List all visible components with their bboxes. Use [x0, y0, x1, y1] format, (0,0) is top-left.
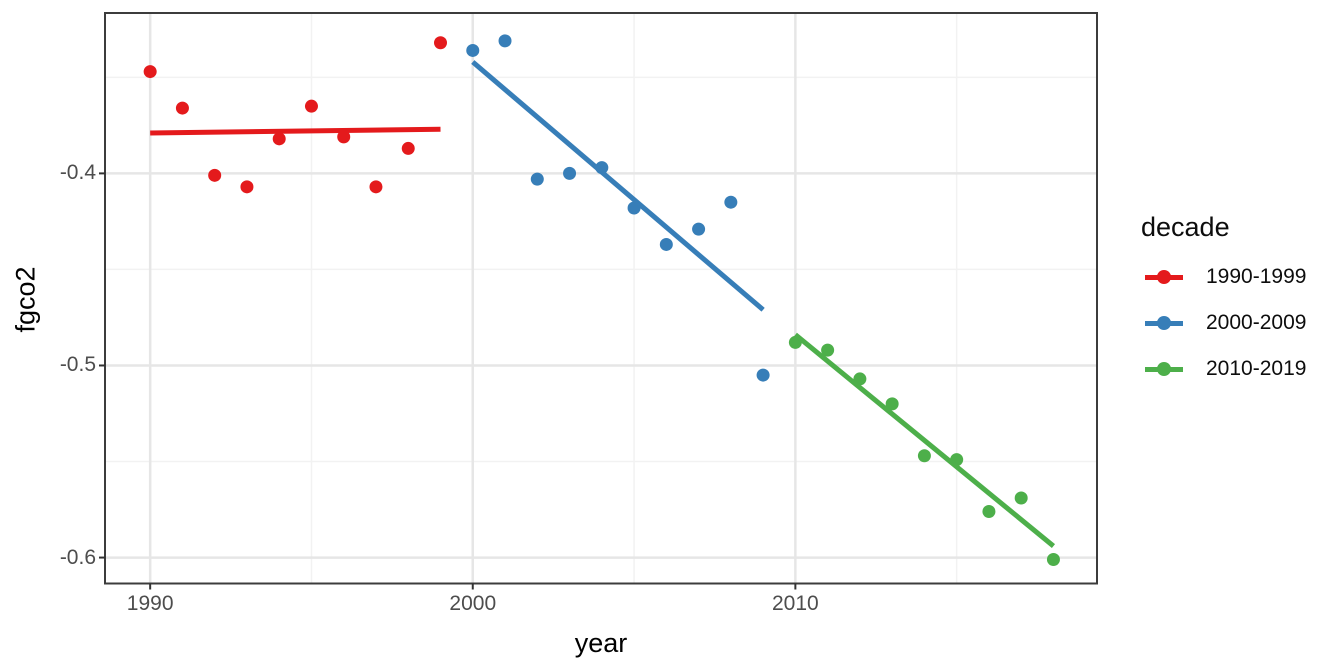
trend-line — [793, 332, 1056, 548]
data-point — [821, 343, 835, 357]
data-point — [917, 449, 931, 463]
legend-key-icon — [1145, 315, 1183, 331]
data-point — [175, 101, 189, 115]
data-point — [1046, 552, 1060, 566]
data-point — [498, 34, 512, 48]
data-point — [369, 180, 383, 194]
x-tick-label: 1990 — [126, 592, 174, 615]
data-point — [337, 130, 351, 144]
data-point — [692, 222, 706, 236]
data-point — [563, 166, 577, 180]
legend-item: 1990-1999 — [1141, 254, 1306, 300]
y-tick-label: -0.6 — [59, 545, 96, 569]
legend-key-dot — [1157, 362, 1171, 376]
legend: decade 1990-1999 2000-2009 2010-2019 — [1141, 212, 1306, 392]
legend-item: 2000-2009 — [1141, 300, 1306, 346]
data-point — [1014, 491, 1028, 505]
legend-item: 2010-2019 — [1141, 346, 1306, 392]
data-point — [208, 168, 222, 182]
data-point — [724, 195, 738, 209]
data-point — [530, 172, 544, 186]
legend-items: 1990-1999 2000-2009 2010-2019 — [1141, 254, 1306, 392]
data-point — [272, 132, 286, 146]
legend-key-dot — [1157, 316, 1171, 330]
legend-item-label: 2010-2019 — [1206, 357, 1307, 380]
data-point — [885, 397, 899, 411]
data-point — [982, 504, 996, 518]
data-point — [401, 141, 415, 155]
trend-line — [150, 126, 441, 136]
trend-line — [471, 60, 765, 312]
data-point — [304, 99, 318, 113]
x-axis-title: year — [574, 628, 628, 658]
data-point — [143, 65, 157, 79]
y-tick-label: -0.5 — [59, 353, 96, 377]
panel-background — [105, 13, 1097, 584]
data-point — [434, 36, 448, 50]
x-tick-label: 2010 — [772, 592, 819, 615]
y-axis-title: fgco2 — [10, 266, 41, 333]
panel-border — [104, 12, 1098, 585]
data-point — [659, 237, 673, 251]
legend-title: decade — [1141, 212, 1230, 242]
data-point — [466, 43, 480, 57]
legend-key-icon — [1145, 361, 1183, 377]
legend-item-label: 2000-2009 — [1206, 311, 1307, 334]
x-tick-label: 2000 — [449, 592, 497, 615]
legend-item-label: 1990-1999 — [1206, 265, 1307, 288]
y-tick-label: -0.4 — [59, 161, 96, 185]
data-point — [240, 180, 254, 194]
legend-key-dot — [1157, 270, 1171, 284]
data-point — [756, 368, 770, 382]
legend-key-icon — [1145, 269, 1183, 285]
